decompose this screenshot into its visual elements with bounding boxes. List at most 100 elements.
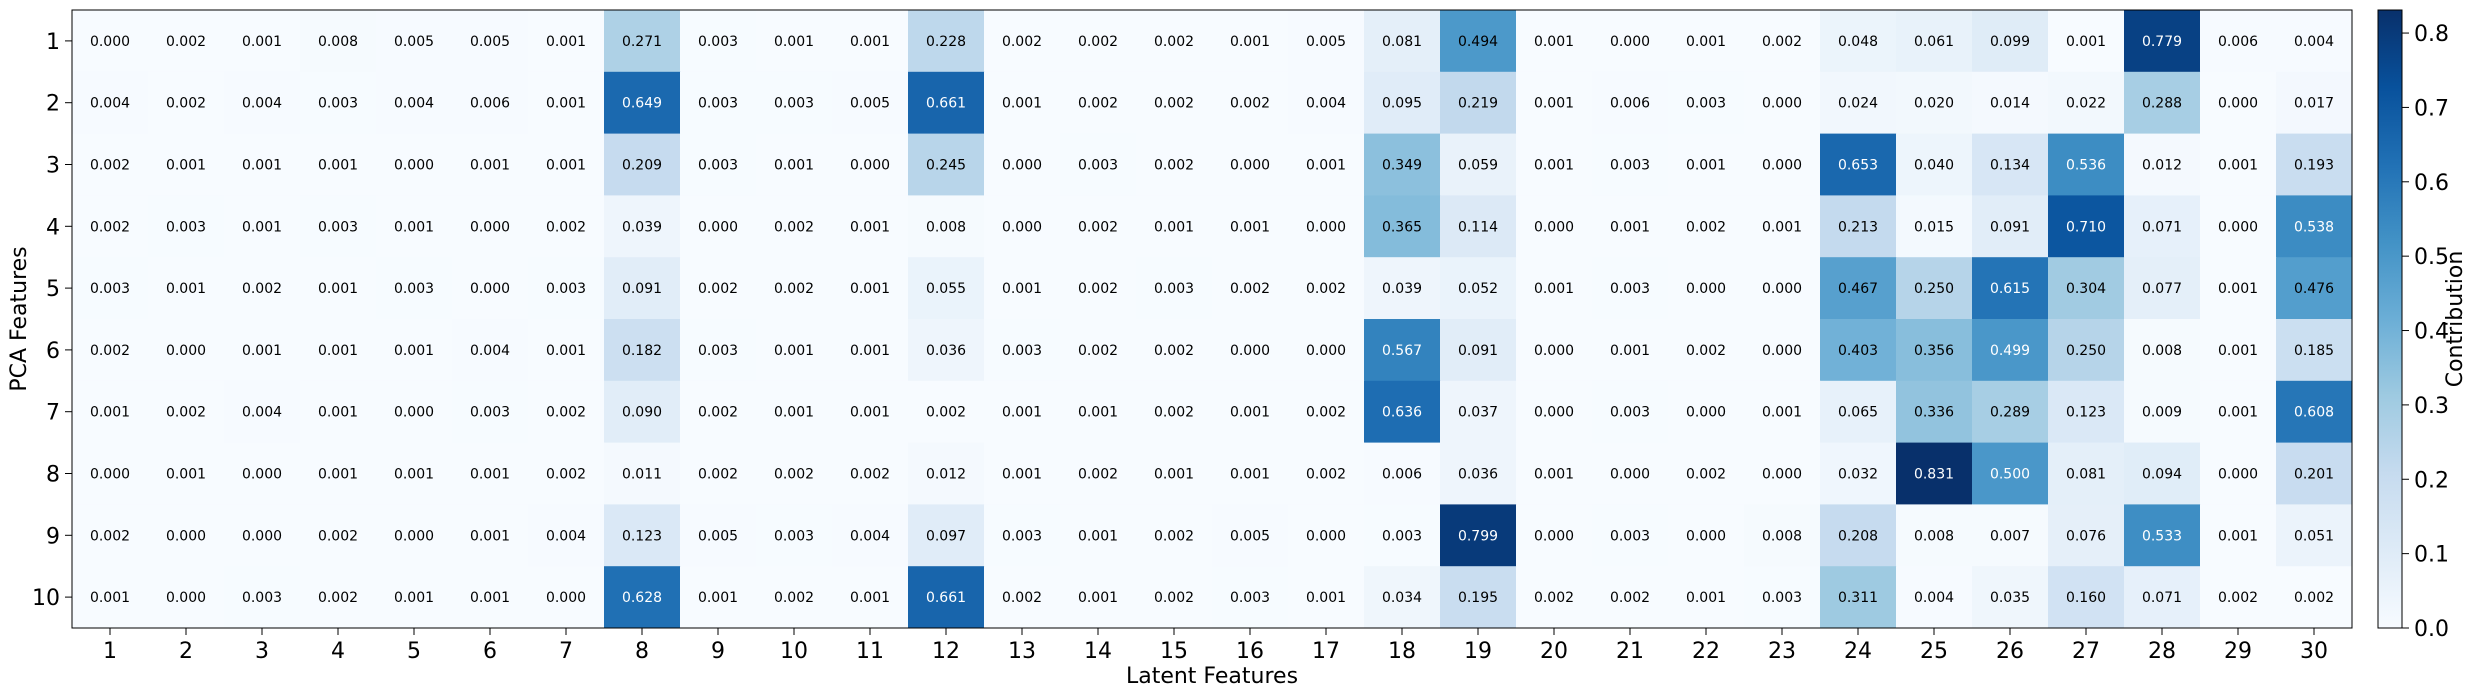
heatmap-cell [1364, 380, 1441, 444]
heatmap-cell [2124, 319, 2201, 382]
cell-value-label: 0.001 [850, 281, 890, 297]
cell-value-label: 0.011 [622, 467, 662, 483]
heatmap-cell [72, 195, 149, 258]
heatmap-cell [224, 10, 301, 73]
cell-value-label: 0.000 [1686, 528, 1726, 544]
heatmap-cell [528, 71, 605, 135]
heatmap-cell [1136, 133, 1213, 196]
cell-value-label: 0.000 [166, 528, 206, 544]
heatmap-cell [604, 319, 681, 382]
heatmap-cell [528, 380, 605, 444]
heatmap-cell [1896, 10, 1973, 73]
cell-value-label: 0.002 [90, 343, 130, 359]
heatmap-cell [1668, 133, 1745, 196]
heatmap-cell [1288, 319, 1365, 382]
cell-value-label: 0.003 [546, 281, 586, 297]
cell-value-label: 0.001 [850, 590, 890, 606]
cell-value-label: 0.002 [166, 96, 206, 112]
cell-value-label: 0.001 [1154, 467, 1194, 483]
x-tick-label: 16 [1236, 639, 1264, 664]
cell-value-label: 0.001 [1762, 219, 1802, 235]
heatmap-cell [452, 10, 529, 73]
cell-value-label: 0.003 [90, 281, 130, 297]
heatmap-cell [1212, 319, 1289, 382]
cell-value-label: 0.001 [1686, 590, 1726, 606]
heatmap-cell [2200, 319, 2277, 382]
heatmap-cell [224, 195, 301, 258]
cell-value-label: 0.000 [1762, 281, 1802, 297]
y-tick-label: 2 [46, 92, 60, 117]
cell-value-label: 0.002 [166, 34, 206, 50]
x-tick-label: 8 [635, 639, 649, 664]
y-tick-label: 3 [46, 154, 60, 179]
cell-value-label: 0.003 [774, 96, 814, 112]
heatmap-cell [376, 442, 453, 505]
heatmap-cell [1972, 566, 2049, 629]
cell-value-label: 0.071 [2142, 219, 2182, 235]
heatmap-cell [1972, 133, 2049, 196]
heatmap-cell [2048, 319, 2125, 382]
heatmap-cell [1288, 442, 1365, 505]
heatmap-cell [1288, 566, 1365, 629]
heatmap-cell [1972, 71, 2049, 135]
heatmap-cell [756, 566, 833, 629]
x-tick-label: 10 [780, 639, 808, 664]
cell-value-label: 0.311 [1838, 590, 1878, 606]
heatmap-cell [1288, 195, 1365, 258]
heatmap-cell [1972, 10, 2049, 73]
colorbar-ticks: 0.0 0.1 0.2 0.3 0.4 0.5 0.6 0.7 0.8 [2402, 22, 2449, 642]
heatmap-cell [1288, 71, 1365, 135]
heatmap-cell [1820, 195, 1897, 258]
y-tick-label: 9 [46, 524, 60, 549]
heatmap-cell [1364, 257, 1441, 320]
heatmap-cell [1592, 504, 1669, 567]
cell-value-label: 0.000 [1230, 343, 1270, 359]
cell-value-label: 0.000 [1762, 343, 1802, 359]
heatmap-cell [148, 71, 225, 135]
cell-value-label: 0.039 [1382, 281, 1422, 297]
x-tick-label: 23 [1768, 639, 1796, 664]
heatmap-cell [1440, 442, 1517, 505]
heatmap-cell [1820, 380, 1897, 444]
cell-value-label: 0.005 [1306, 34, 1346, 50]
heatmap-cell [1896, 195, 1973, 258]
cell-value-label: 0.037 [1458, 405, 1498, 421]
cell-value-label: 0.001 [1078, 405, 1118, 421]
heatmap-cell [300, 442, 377, 505]
cell-value-label: 0.002 [850, 467, 890, 483]
cell-value-label: 0.000 [2218, 96, 2258, 112]
cell-value-label: 0.001 [1154, 219, 1194, 235]
cell-value-label: 0.002 [1762, 34, 1802, 50]
heatmap-cell [2276, 380, 2353, 444]
heatmap-cell [1288, 257, 1365, 320]
heatmap-cell [604, 257, 681, 320]
cell-value-label: 0.097 [926, 528, 966, 544]
y-tick-label: 6 [46, 339, 60, 364]
heatmap-cell [756, 504, 833, 567]
heatmap-cell [680, 442, 757, 505]
cell-value-label: 0.002 [1230, 96, 1270, 112]
heatmap-cell [452, 442, 529, 505]
cell-value-label: 0.003 [1154, 281, 1194, 297]
heatmap-cell [2048, 442, 2125, 505]
cell-value-label: 0.000 [166, 343, 206, 359]
heatmap-cell [1592, 195, 1669, 258]
heatmap-cell [908, 442, 985, 505]
heatmap-cell [1364, 195, 1441, 258]
cell-value-label: 0.209 [622, 158, 662, 174]
cell-value-label: 0.160 [2066, 590, 2106, 606]
heatmap-cell [1060, 442, 1137, 505]
heatmap-cell [148, 319, 225, 382]
heatmap-cell [832, 442, 909, 505]
heatmap-cell [1592, 71, 1669, 135]
cell-value-label: 0.006 [1382, 467, 1422, 483]
cell-value-label: 0.001 [2066, 34, 2106, 50]
heatmap-cell [680, 319, 757, 382]
heatmap-cell [2200, 566, 2277, 629]
heatmap-cell [1516, 71, 1593, 135]
cell-value-label: 0.094 [2142, 467, 2182, 483]
y-axis-ticks: 1 2 3 4 5 6 7 8 9 10 [32, 30, 72, 611]
cell-value-label: 0.002 [1002, 34, 1042, 50]
cell-value-label: 0.036 [926, 343, 966, 359]
x-tick-label: 1 [103, 639, 117, 664]
